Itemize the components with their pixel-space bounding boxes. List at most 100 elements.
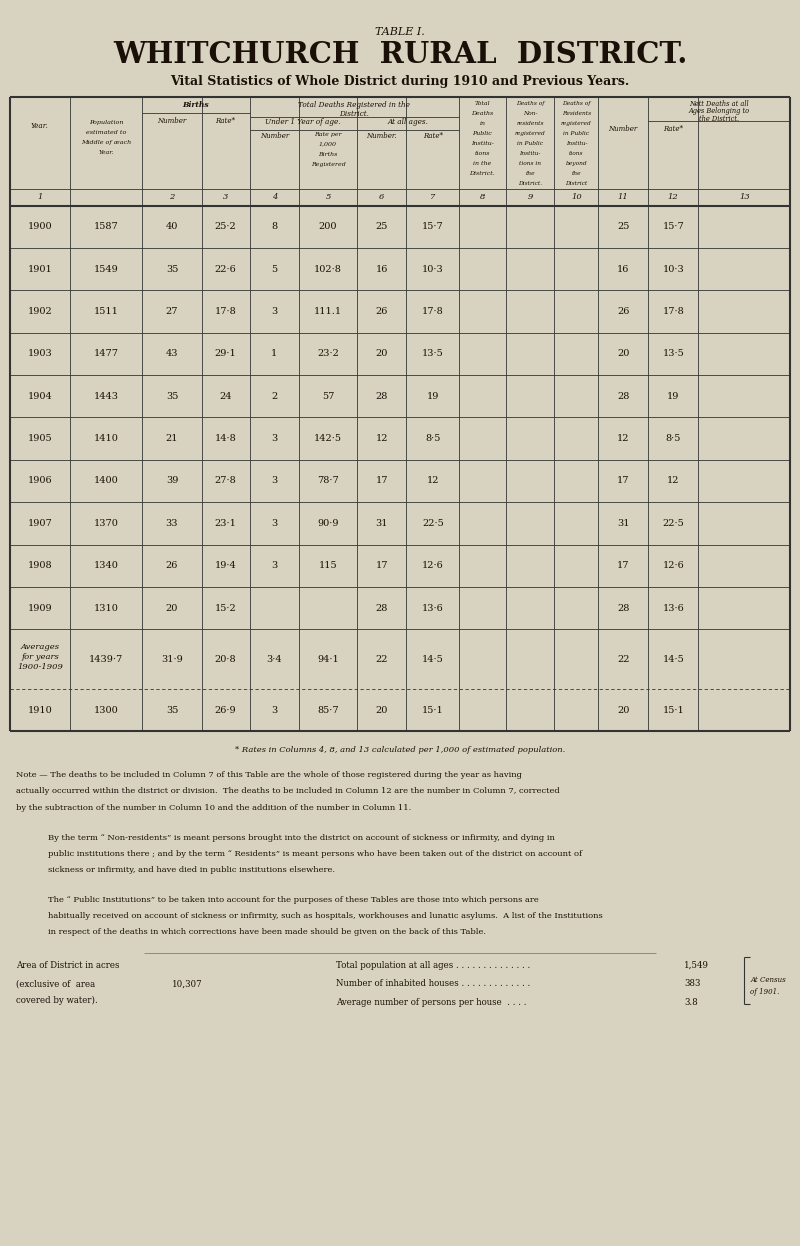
Text: 1439·7: 1439·7 [90, 654, 123, 664]
Text: 19: 19 [667, 391, 679, 401]
Text: Public: Public [473, 131, 492, 136]
Text: 8·5: 8·5 [666, 434, 681, 444]
Text: Nett Deaths at all: Nett Deaths at all [690, 100, 749, 107]
Text: Institu-: Institu- [566, 141, 587, 146]
Text: by the subtraction of the number in Column 10 and the addition of the number in : by the subtraction of the number in Colu… [16, 804, 411, 811]
Text: in respect of the deaths in which corrections have been made should be given on : in respect of the deaths in which correc… [48, 928, 486, 936]
Text: 12: 12 [617, 434, 630, 444]
Text: of 1901.: of 1901. [750, 988, 780, 996]
Text: 111.1: 111.1 [314, 307, 342, 316]
Text: 1310: 1310 [94, 603, 119, 613]
Text: 3: 3 [271, 434, 278, 444]
Text: tions: tions [474, 151, 490, 156]
Text: 23·2: 23·2 [317, 349, 339, 359]
Text: Number.: Number. [366, 132, 397, 140]
Text: 15·7: 15·7 [422, 222, 444, 232]
Text: 3: 3 [271, 307, 278, 316]
Text: 9: 9 [527, 193, 533, 202]
Text: 1901: 1901 [28, 264, 52, 274]
Text: Non-: Non- [523, 111, 537, 116]
Text: 10·3: 10·3 [422, 264, 444, 274]
Text: 1410: 1410 [94, 434, 119, 444]
Text: Average number of persons per house  . . . .: Average number of persons per house . . … [336, 998, 526, 1007]
Text: 8: 8 [271, 222, 278, 232]
Text: Rate per: Rate per [314, 132, 342, 137]
Text: 13·5: 13·5 [662, 349, 684, 359]
Text: 20: 20 [617, 349, 630, 359]
Text: Institu-: Institu- [519, 151, 541, 156]
Text: 20: 20 [617, 705, 630, 715]
Text: 12·6: 12·6 [662, 561, 684, 571]
Text: registered: registered [514, 131, 546, 136]
Text: 15·1: 15·1 [662, 705, 684, 715]
Text: 7: 7 [430, 193, 435, 202]
Text: 40: 40 [166, 222, 178, 232]
Text: 19·4: 19·4 [214, 561, 237, 571]
Text: 383: 383 [684, 979, 700, 988]
Text: Total Deaths Registered in the: Total Deaths Registered in the [298, 101, 410, 108]
Text: 27: 27 [166, 307, 178, 316]
Text: 1900-1909: 1900-1909 [17, 663, 63, 670]
Text: in the: in the [474, 161, 491, 166]
Text: 24: 24 [219, 391, 232, 401]
Text: Deaths of: Deaths of [516, 101, 544, 106]
Text: 1,549: 1,549 [684, 961, 709, 969]
Text: 26: 26 [166, 561, 178, 571]
Text: Deaths of: Deaths of [562, 101, 590, 106]
Text: 1905: 1905 [28, 434, 52, 444]
Text: 78·7: 78·7 [317, 476, 339, 486]
Text: 28: 28 [617, 391, 630, 401]
Text: public institutions there ; and by the term “ Residents” is meant persons who ha: public institutions there ; and by the t… [48, 850, 582, 857]
Text: 1477: 1477 [94, 349, 119, 359]
Text: Middle of æach: Middle of æach [82, 140, 131, 145]
Text: 5: 5 [271, 264, 278, 274]
Text: in Public: in Public [563, 131, 590, 136]
Text: 2: 2 [170, 193, 174, 202]
Text: 1906: 1906 [28, 476, 52, 486]
Text: 1904: 1904 [28, 391, 52, 401]
Text: 1400: 1400 [94, 476, 118, 486]
Text: 17·8: 17·8 [214, 307, 237, 316]
Text: 29·1: 29·1 [214, 349, 237, 359]
Text: 13·6: 13·6 [422, 603, 444, 613]
Text: 22·5: 22·5 [422, 518, 444, 528]
Text: covered by water).: covered by water). [16, 996, 98, 1004]
Text: 1910: 1910 [28, 705, 52, 715]
Text: Population: Population [89, 120, 124, 125]
Text: 3·4: 3·4 [266, 654, 282, 664]
Text: 22·6: 22·6 [214, 264, 237, 274]
Text: 1340: 1340 [94, 561, 119, 571]
Text: 14·5: 14·5 [422, 654, 444, 664]
Text: tions: tions [569, 151, 584, 156]
Text: Year.: Year. [98, 150, 114, 155]
Text: 16: 16 [617, 264, 630, 274]
Text: 10·3: 10·3 [662, 264, 684, 274]
Text: estimated to: estimated to [86, 130, 126, 135]
Text: 1902: 1902 [28, 307, 52, 316]
Text: WHITCHURCH  RURAL  DISTRICT.: WHITCHURCH RURAL DISTRICT. [113, 40, 687, 69]
Text: 21: 21 [166, 434, 178, 444]
Text: sickness or infirmity, and have died in public institutions elsewhere.: sickness or infirmity, and have died in … [48, 866, 335, 873]
Text: 1: 1 [38, 193, 42, 202]
Text: 23·1: 23·1 [214, 518, 237, 528]
Text: 1,000: 1,000 [319, 142, 337, 147]
Text: 13·5: 13·5 [422, 349, 444, 359]
Text: Number: Number [609, 125, 638, 132]
Text: 35: 35 [166, 705, 178, 715]
Text: 22: 22 [617, 654, 630, 664]
Text: for years: for years [21, 653, 59, 660]
Text: 15·2: 15·2 [214, 603, 237, 613]
Text: 1300: 1300 [94, 705, 118, 715]
Text: 10: 10 [571, 193, 582, 202]
Text: Deaths: Deaths [471, 111, 494, 116]
Text: 25: 25 [375, 222, 388, 232]
Text: The “ Public Institutions” to be taken into account for the purposes of these Ta: The “ Public Institutions” to be taken i… [48, 896, 538, 903]
Text: Number: Number [260, 132, 289, 140]
Text: Number: Number [158, 117, 186, 125]
Text: District: District [566, 181, 587, 186]
Text: 31: 31 [617, 518, 630, 528]
Text: the: the [525, 171, 535, 176]
Text: 8: 8 [480, 193, 485, 202]
Text: residents: residents [516, 121, 544, 126]
Text: 28: 28 [375, 391, 388, 401]
